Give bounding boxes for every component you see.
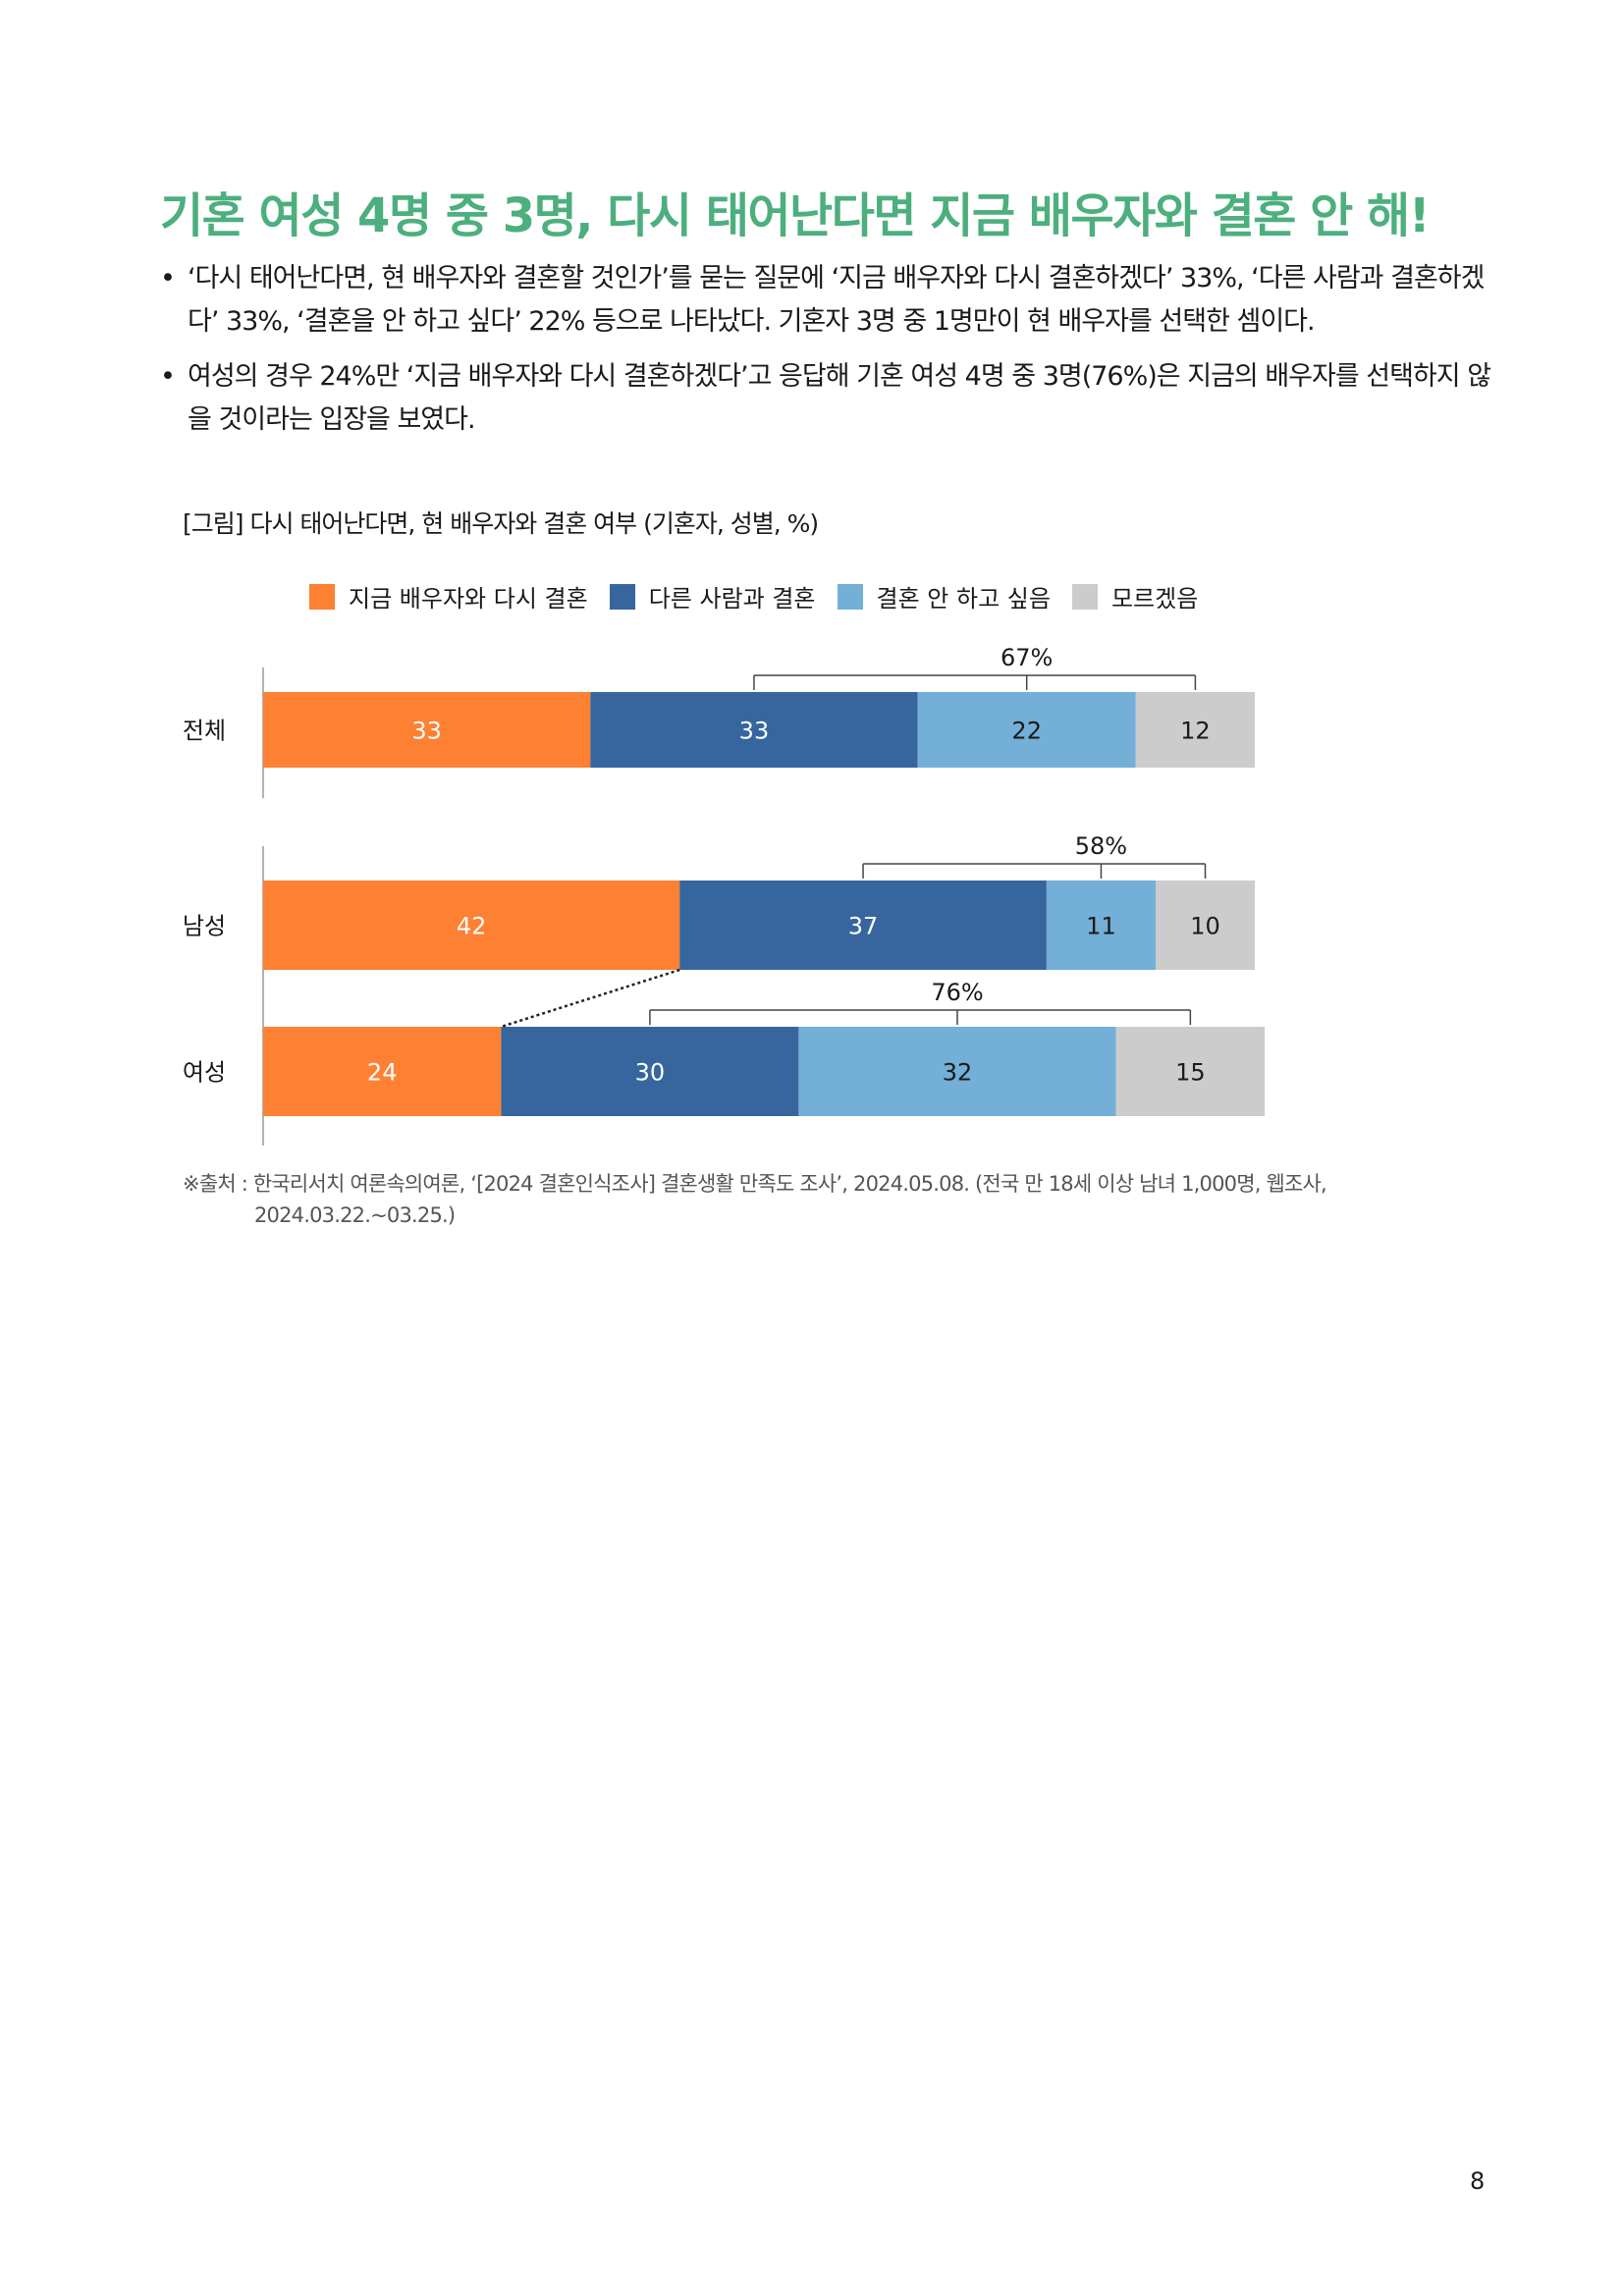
legend-item-current-spouse: 지금 배우자와 다시 결혼 (309, 579, 588, 614)
data-label: 24 (367, 1059, 398, 1087)
summary-bullets: ‘다시 태어난다면, 현 배우자와 결혼할 것인가’를 묻는 질문에 ‘지금 배… (160, 257, 1495, 454)
source-line: 2024.03.22.~03.25.) (254, 1203, 456, 1227)
data-label: 11 (1086, 913, 1116, 940)
legend-item-no-marriage: 결혼 안 하고 싶음 (837, 579, 1051, 614)
bar-segment (798, 1027, 1116, 1116)
legend-label: 결혼 안 하고 싶음 (876, 585, 1051, 613)
bullet-item: ‘다시 태어난다면, 현 배우자와 결혼할 것인가’를 묻는 질문에 ‘지금 배… (160, 257, 1495, 344)
bar-segment (263, 1027, 502, 1116)
bracket-label: 76% (931, 979, 983, 1006)
bar-segment (1115, 1027, 1266, 1116)
bracket-label: 58% (1075, 832, 1127, 860)
bar-segment (679, 881, 1047, 970)
data-label: 33 (739, 718, 770, 745)
data-label: 37 (848, 913, 879, 940)
legend-item-dont-know: 모르겠음 (1071, 579, 1199, 614)
bar-segment (263, 881, 680, 970)
page-title: 기혼 여성 4명 중 3명, 다시 태어난다면 지금 배우자와 결혼 안 해! (160, 188, 1431, 243)
source-line: ※출처 : 한국리서치 여론속의여론, ‘[2024 결혼인식조사] 결혼생활 … (183, 1172, 1327, 1196)
data-label: 33 (411, 718, 442, 745)
category-label: 여성 (183, 1059, 226, 1087)
legend-swatch (609, 583, 635, 610)
chart-legend: 지금 배우자와 다시 결혼 다른 사람과 결혼 결혼 안 하고 싶음 모르겠음 (309, 579, 1219, 614)
legend-label: 모르겠음 (1110, 585, 1199, 613)
data-label: 12 (1180, 718, 1211, 745)
bar-segment (917, 692, 1136, 768)
bar-segment (1135, 692, 1255, 768)
page-number: 8 (1470, 2167, 1486, 2195)
data-label: 42 (457, 913, 487, 940)
legend-item-other-person: 다른 사람과 결혼 (609, 579, 816, 614)
data-label: 15 (1175, 1059, 1206, 1087)
category-label: 남성 (183, 913, 226, 940)
legend-swatch (1071, 583, 1098, 610)
data-label: 22 (1011, 718, 1042, 745)
data-label: 10 (1190, 913, 1220, 940)
category-label: 전체 (183, 718, 226, 745)
comparison-connector (501, 968, 680, 1029)
bullet-item: 여성의 경우 24%만 ‘지금 배우자와 다시 결혼하겠다’고 응답해 기혼 여… (160, 355, 1495, 442)
data-label: 30 (635, 1059, 666, 1087)
stacked-bar-chart: 전체 33 33 22 12 67% 남성 42 37 11 10 58% 여성 24 30 32 15 76% (183, 644, 1266, 1146)
bar-segment (1156, 881, 1255, 970)
bar-segment (263, 692, 591, 768)
legend-label: 다른 사람과 결혼 (648, 585, 816, 613)
data-label: 32 (943, 1059, 973, 1087)
bar-segment (501, 1027, 799, 1116)
bracket-label: 67% (1001, 644, 1053, 671)
legend-swatch (309, 583, 335, 610)
bar-segment (590, 692, 918, 768)
legend-swatch (837, 583, 863, 610)
source-note: ※출처 : 한국리서치 여론속의여론, ‘[2024 결혼인식조사] 결혼생활 … (183, 1168, 1361, 1231)
figure-caption: [그림] 다시 태어난다면, 현 배우자와 결혼 여부 (기혼자, 성별, %) (183, 509, 819, 538)
legend-label: 지금 배우자와 다시 결혼 (349, 585, 588, 613)
bar-segment (1046, 881, 1156, 970)
